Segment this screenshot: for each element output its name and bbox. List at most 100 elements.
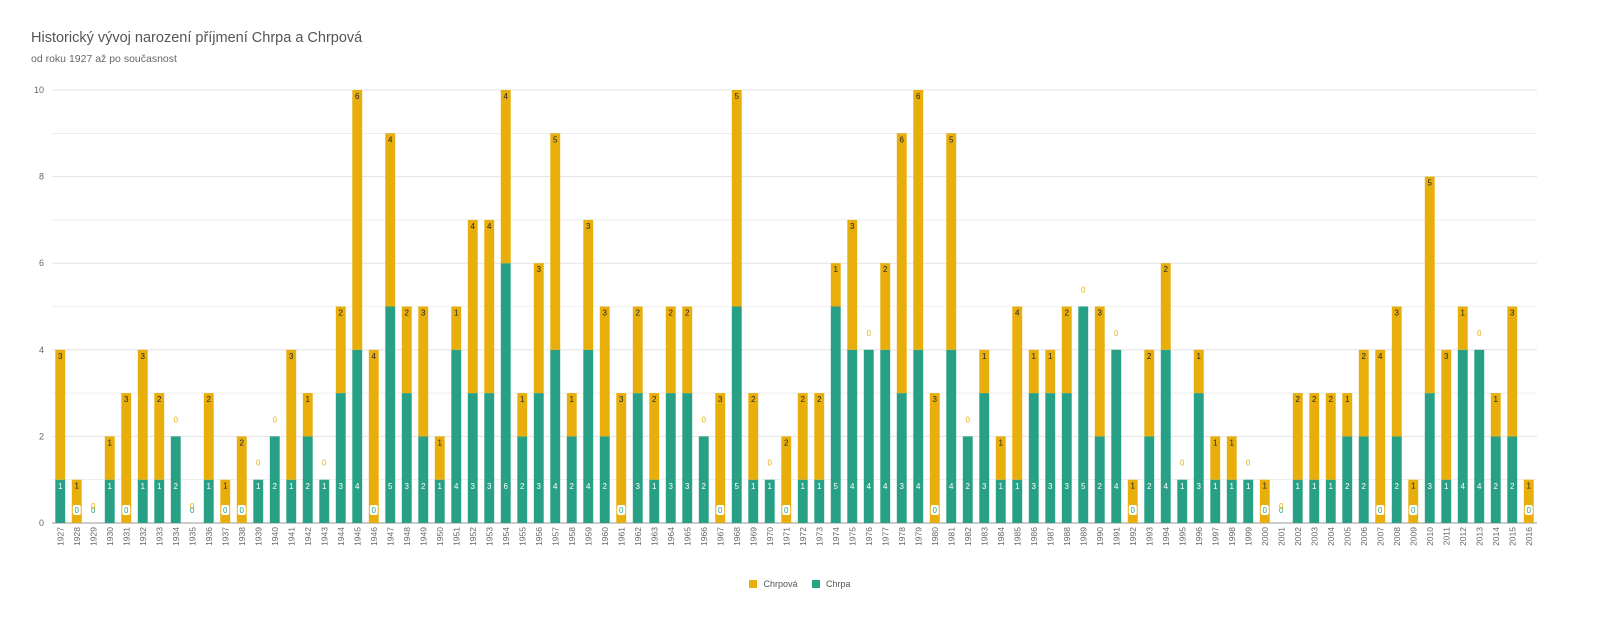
bar-chrpa[interactable]: [682, 393, 693, 523]
bar-chrpova[interactable]: [352, 90, 363, 350]
bar-chrpa[interactable]: [1028, 393, 1039, 523]
bar-chrpova[interactable]: [137, 349, 148, 480]
bar-chrpa[interactable]: [1226, 479, 1237, 523]
bar-chrpova[interactable]: [467, 219, 478, 394]
bar-chrpa[interactable]: [1292, 479, 1303, 523]
bar-chrpa[interactable]: [863, 349, 874, 523]
bar-chrpa[interactable]: [335, 393, 346, 523]
bar-chrpova[interactable]: [616, 393, 627, 523]
bar-chrpa[interactable]: [1507, 436, 1518, 523]
bar-chrpova[interactable]: [566, 393, 577, 437]
bar-chrpa[interactable]: [1061, 393, 1072, 523]
bar-chrpova[interactable]: [1259, 479, 1270, 523]
bar-chrpova[interactable]: [286, 349, 297, 480]
bar-chrpova[interactable]: [1028, 349, 1039, 394]
bar-chrpa[interactable]: [154, 479, 165, 523]
bar-chrpa[interactable]: [566, 436, 577, 523]
bar-chrpa[interactable]: [962, 436, 973, 523]
bar-chrpa[interactable]: [170, 436, 181, 523]
bar-chrpa[interactable]: [352, 349, 363, 523]
bar-chrpa[interactable]: [1490, 436, 1501, 523]
bar-chrpova[interactable]: [1045, 349, 1056, 394]
bar-chrpova[interactable]: [368, 349, 379, 523]
bar-chrpova[interactable]: [302, 393, 313, 437]
bar-chrpova[interactable]: [1441, 349, 1452, 480]
bar-chrpova[interactable]: [1523, 479, 1534, 523]
bar-chrpa[interactable]: [418, 436, 429, 523]
bar-chrpa[interactable]: [698, 436, 709, 523]
bar-chrpa[interactable]: [979, 393, 990, 523]
bar-chrpova[interactable]: [946, 133, 957, 350]
bar-chrpa[interactable]: [253, 479, 264, 523]
bar-chrpa[interactable]: [995, 479, 1006, 523]
bar-chrpova[interactable]: [121, 393, 132, 523]
bar-chrpa[interactable]: [203, 479, 214, 523]
bar-chrpova[interactable]: [533, 263, 544, 394]
bar-chrpa[interactable]: [1012, 479, 1023, 523]
bar-chrpa[interactable]: [649, 479, 660, 523]
bar-chrpa[interactable]: [1342, 436, 1353, 523]
bar-chrpa[interactable]: [632, 393, 643, 523]
bar-chrpova[interactable]: [1342, 393, 1353, 437]
bar-chrpova[interactable]: [1160, 263, 1171, 350]
bar-chrpa[interactable]: [913, 349, 924, 523]
bar-chrpova[interactable]: [599, 306, 610, 437]
bar-chrpova[interactable]: [682, 306, 693, 394]
bar-chrpova[interactable]: [1490, 393, 1501, 437]
bar-chrpa[interactable]: [1441, 479, 1452, 523]
bar-chrpa[interactable]: [550, 349, 561, 523]
bar-chrpova[interactable]: [1127, 479, 1138, 523]
bar-chrpova[interactable]: [880, 263, 891, 350]
bar-chrpova[interactable]: [335, 306, 346, 394]
bar-chrpova[interactable]: [979, 349, 990, 394]
bar-chrpova[interactable]: [434, 436, 445, 480]
bar-chrpa[interactable]: [1094, 436, 1105, 523]
bar-chrpa[interactable]: [137, 479, 148, 523]
bar-chrpova[interactable]: [649, 393, 660, 480]
bar-chrpova[interactable]: [1507, 306, 1518, 437]
legend-item-chrpa[interactable]: Chrpa: [812, 579, 851, 589]
bar-chrpa[interactable]: [1325, 479, 1336, 523]
bar-chrpova[interactable]: [583, 219, 594, 350]
bar-chrpova[interactable]: [236, 436, 247, 523]
bar-chrpova[interactable]: [929, 393, 940, 523]
bar-chrpa[interactable]: [731, 306, 742, 524]
bar-chrpa[interactable]: [797, 479, 808, 523]
bar-chrpa[interactable]: [302, 436, 313, 523]
bar-chrpova[interactable]: [1457, 306, 1468, 350]
bar-chrpa[interactable]: [1078, 306, 1089, 524]
bar-chrpa[interactable]: [880, 349, 891, 523]
bar-chrpova[interactable]: [1012, 306, 1023, 480]
bar-chrpova[interactable]: [517, 393, 528, 437]
bar-chrpova[interactable]: [830, 263, 841, 307]
bar-chrpova[interactable]: [500, 90, 511, 264]
bar-chrpa[interactable]: [385, 306, 396, 524]
bar-chrpa[interactable]: [533, 393, 544, 523]
bar-chrpa[interactable]: [1193, 393, 1204, 523]
bar-chrpova[interactable]: [484, 219, 495, 394]
bar-chrpa[interactable]: [1144, 436, 1155, 523]
bar-chrpa[interactable]: [1243, 479, 1254, 523]
bar-chrpova[interactable]: [203, 393, 214, 480]
bar-chrpova[interactable]: [995, 436, 1006, 480]
bar-chrpa[interactable]: [1358, 436, 1369, 523]
bar-chrpa[interactable]: [1391, 436, 1402, 523]
bar-chrpova[interactable]: [1144, 349, 1155, 437]
bar-chrpa[interactable]: [1474, 349, 1485, 523]
bar-chrpova[interactable]: [814, 393, 825, 480]
bar-chrpova[interactable]: [731, 90, 742, 307]
bar-chrpova[interactable]: [1061, 306, 1072, 394]
bar-chrpa[interactable]: [500, 263, 511, 523]
bar-chrpova[interactable]: [55, 349, 66, 480]
bar-chrpa[interactable]: [599, 436, 610, 523]
bar-chrpova[interactable]: [1408, 479, 1419, 523]
bar-chrpova[interactable]: [1094, 306, 1105, 437]
bar-chrpa[interactable]: [401, 393, 412, 523]
bar-chrpa[interactable]: [764, 479, 775, 523]
bar-chrpova[interactable]: [418, 306, 429, 437]
bar-chrpa[interactable]: [451, 349, 462, 523]
legend-item-chrpova[interactable]: Chrpová: [749, 579, 798, 589]
bar-chrpa[interactable]: [1177, 479, 1188, 523]
bar-chrpova[interactable]: [1309, 393, 1320, 480]
bar-chrpa[interactable]: [104, 479, 115, 523]
